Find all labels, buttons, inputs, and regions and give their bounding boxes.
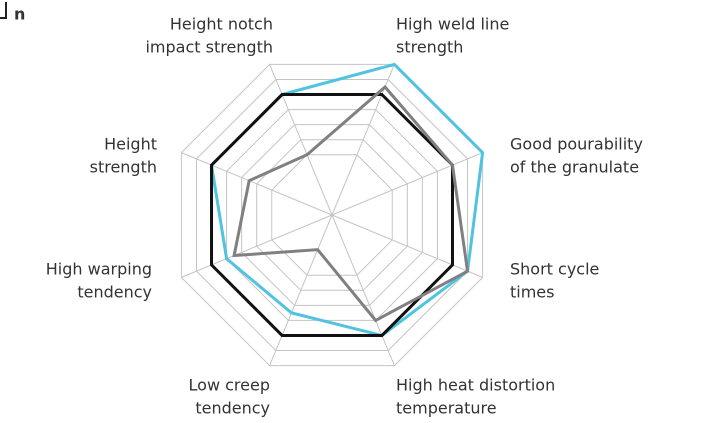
spoke [331,214,483,278]
spoke [181,152,333,216]
axis-label: impact strength [145,38,273,57]
spoke [269,214,333,366]
axis-label: Low creep [189,376,270,395]
axis-label: High weld line [396,15,509,34]
axis-label: Good pourability [510,135,643,154]
spoke [331,152,483,216]
axis-label: Short cycle [510,260,599,279]
series-line [232,84,470,323]
axis-label: Height [104,135,157,154]
axis-label: times [510,283,554,302]
spoke [331,214,395,366]
axis-label: strength [90,158,157,177]
corner-bracket [0,2,7,19]
spoke [269,64,333,216]
axis-label: temperature [396,399,497,418]
axis-label: strength [396,38,463,57]
axis-label: High heat distortion [396,376,555,395]
axis-label: High warping [46,260,152,279]
spoke [181,214,333,278]
axis-label: Height notch [170,15,273,34]
chart-title: n [14,5,25,24]
series-line [210,93,454,337]
axis-label: tendency [77,283,152,302]
axis-label: tendency [195,399,270,418]
series-line [209,62,485,338]
axis-label: of the granulate [510,158,639,177]
